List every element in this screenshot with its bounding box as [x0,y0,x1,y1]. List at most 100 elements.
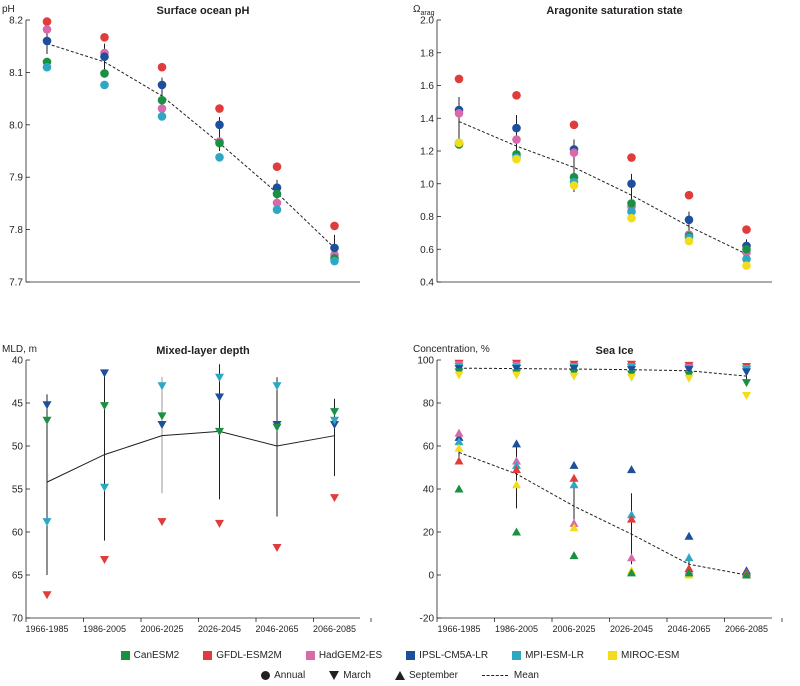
data-point-triangle-down [330,408,339,417]
data-point-circle [157,95,167,105]
legend-label: Annual [274,670,306,681]
y-tick-label: 100 [417,356,434,367]
x-tick-label: 2026-2045 [610,624,653,634]
data-point-triangle-down [569,365,579,374]
data-point-circle [512,154,521,164]
legend-models: CanESM2 GFDL-ESM2M HadGEM2-ES IPSL-CM5A-… [0,650,800,661]
data-point-triangle-down [272,423,282,432]
data-point-triangle-down [100,369,109,378]
legend-label: March [343,670,371,681]
data-point-circle [42,25,52,34]
data-point-triangle-down [684,366,694,375]
data-point-triangle-down [215,427,224,436]
data-point-triangle-down [330,494,339,503]
data-point-circle [100,52,109,61]
data-point-triangle-up [512,527,521,536]
mean-line [46,43,335,249]
data-point-circle [454,138,464,148]
legend-label: GFDL-ESM2M [216,650,282,661]
data-point-circle [272,183,282,192]
mpi-swatch [512,651,522,660]
legend-item-gfdl: GFDL-ESM2M [203,650,282,661]
data-point-circle [512,123,521,133]
legend-item-mean: Mean [481,670,539,681]
chart-panel-3: -20 0 20 40 60 80 100 1966-1985 1986-2005 2006-20… [413,344,783,634]
y-tick-label: 0 [428,571,434,582]
data-point-circle [627,207,636,216]
data-point-circle [215,152,224,162]
data-point-circle [330,256,339,266]
x-tick-label: 2006-2025 [140,624,183,634]
data-point-triangle-up [454,428,464,437]
data-point-circle [100,80,109,90]
legend-label: MPI-ESM-LR [525,650,584,661]
data-point-triangle-down [330,421,339,429]
data-point-triangle-down [272,543,282,552]
y-axis-label: Ωarag [413,4,435,17]
chart-title: Mixed-layer depth [156,345,250,357]
legend-item-annual: Annual [261,670,305,681]
data-point-circle [512,135,521,144]
data-point-triangle-down [742,391,751,400]
data-point-circle [512,91,521,100]
mean-line [458,367,747,377]
legend-label: Mean [513,670,539,681]
data-point-triangle-down [100,483,109,492]
y-tick-label: 1.8 [420,48,434,59]
data-point-triangle-up [512,480,521,489]
x-tick-label: 2066-2085 [725,624,768,634]
data-point-triangle-up [512,439,521,448]
data-point-circle [569,120,579,130]
data-point-triangle-up [742,570,751,579]
data-point-triangle-up [627,510,636,519]
data-point-triangle-down [215,393,224,402]
data-point-triangle-down [157,518,167,527]
data-point-circle [42,62,52,72]
data-point-triangle-down [42,591,52,600]
data-point-circle [215,120,224,130]
y-tick-label: 60 [423,442,435,453]
y-tick-label: 20 [423,528,435,539]
data-point-circle [42,17,52,26]
data-point-circle [627,199,636,208]
triangle-down-icon [329,671,340,680]
x-tick-label: 2046-2065 [667,624,710,634]
data-point-circle [684,236,694,246]
data-point-triangle-up [569,523,579,532]
data-point-triangle-down [42,518,52,527]
data-point-triangle-down [100,556,109,565]
y-tick-label: 40 [12,356,24,367]
data-point-triangle-up [454,456,464,465]
data-point-circle [215,104,224,113]
y-tick-label: 55 [12,485,24,496]
mean-line [458,451,747,576]
y-tick-label: 80 [423,399,435,410]
mean-line [46,430,335,483]
circle-icon [261,671,271,680]
y-tick-label: 45 [12,399,24,410]
y-tick-label: 1.4 [420,114,434,125]
triangle-up-icon [395,671,405,680]
data-point-circle [100,32,109,42]
data-point-circle [569,148,579,157]
y-tick-label: 2.0 [420,16,434,27]
data-point-triangle-up [512,456,521,465]
data-point-circle [42,36,52,46]
legend-label: MIROC-ESM [620,650,680,661]
y-tick-label: 0.8 [420,212,434,223]
data-point-triangle-down [512,371,521,380]
legend-item-miroc: MIROC-ESM [607,650,680,661]
data-point-circle [684,190,694,200]
data-point-triangle-up [512,460,521,469]
y-tick-label: 8.0 [9,120,23,131]
x-tick-label: 1986-2005 [83,624,126,634]
data-point-triangle-down [100,402,109,411]
data-point-circle [569,181,579,190]
x-tick-label: 1986-2005 [495,624,538,634]
data-point-circle [627,153,636,162]
x-tick-label: 2026-2045 [198,624,241,634]
chart-panel-0: 7.7 7.8 7.9 8.0 8.1 8.2 Surface ocean pH pH [2,4,360,289]
data-point-triangle-up [627,568,636,577]
data-point-circle [454,109,464,118]
